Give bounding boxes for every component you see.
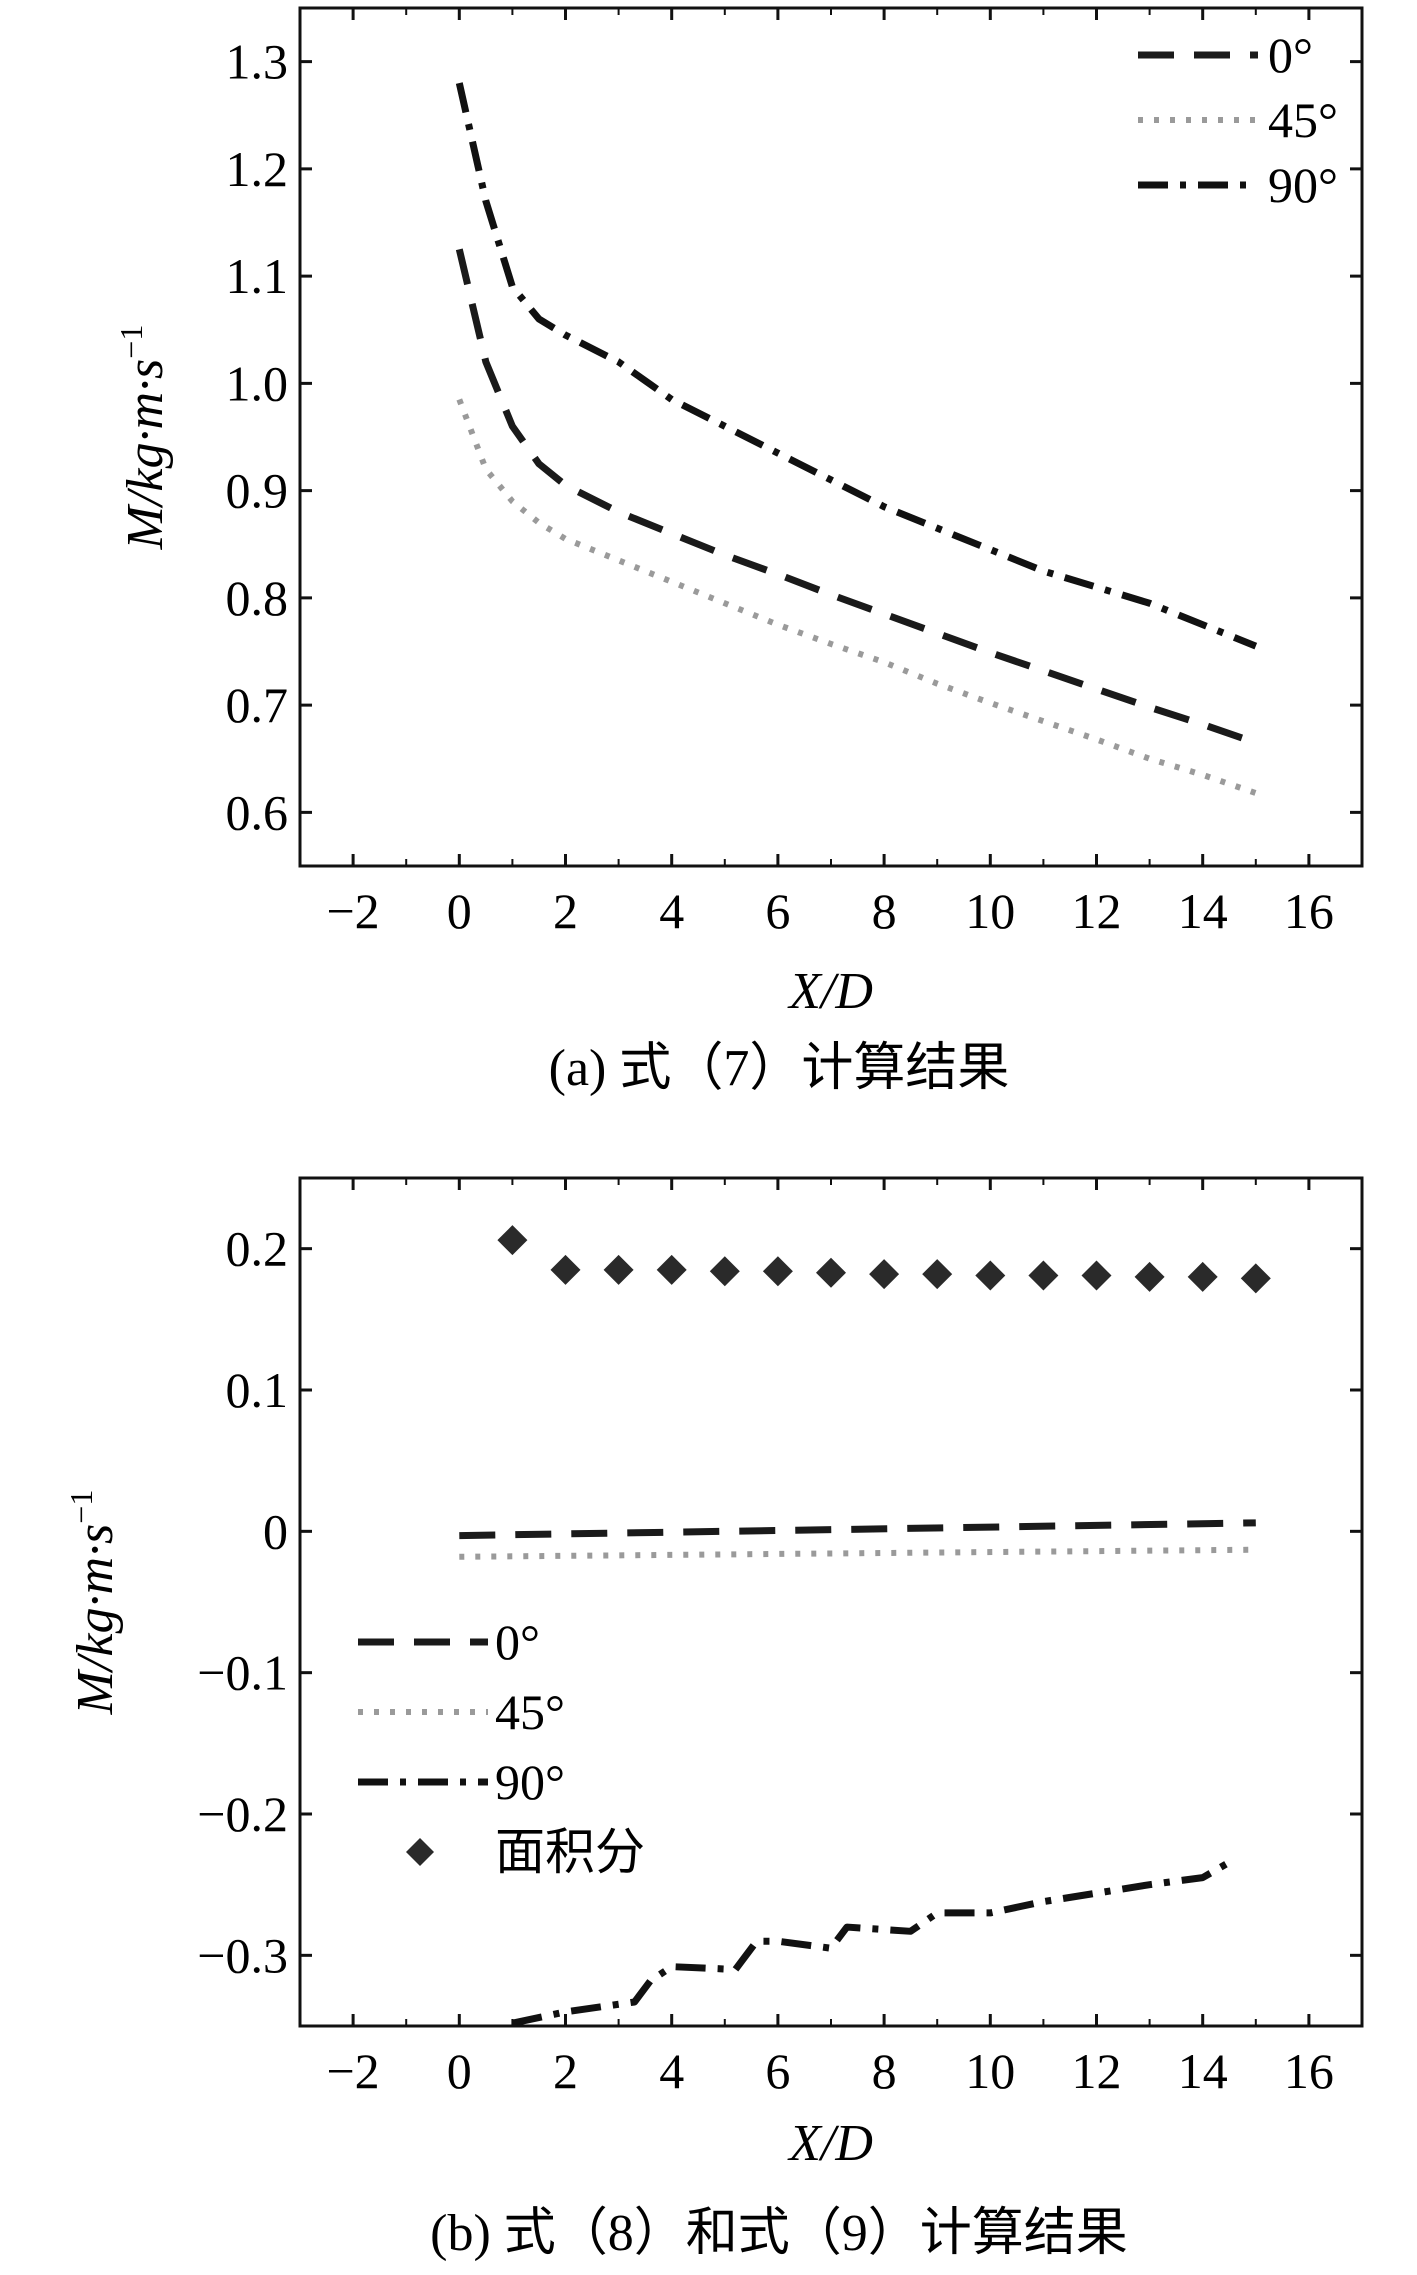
series-line-dash xyxy=(455,248,1257,746)
data-point-diamond xyxy=(975,1260,1006,1291)
legend-label: 0° xyxy=(1268,27,1313,83)
x-tick-label: −2 xyxy=(326,883,379,939)
legend: 0° 45° 90° xyxy=(1138,27,1338,213)
x-tick-label: 4 xyxy=(659,2043,684,2099)
series-line-dashdot xyxy=(455,82,1258,650)
data-point-diamond xyxy=(497,1225,528,1256)
x-tick-label: 2 xyxy=(553,883,578,939)
data-point-diamond xyxy=(709,1256,740,1287)
legend-label: 90° xyxy=(1268,157,1338,213)
y-tick-label: 0.6 xyxy=(226,784,289,840)
data-point-diamond xyxy=(816,1257,846,1288)
y-axis-title: M/kg·m·s−1 xyxy=(113,325,174,551)
x-tick-label: 8 xyxy=(872,883,897,939)
data-point-diamond xyxy=(869,1259,900,1290)
y-axis-title: M/kg·m·s−1 xyxy=(63,1490,124,1716)
x-tick-label: 14 xyxy=(1178,883,1228,939)
legend-label: 0° xyxy=(495,1614,540,1670)
y-tick-label: −0.1 xyxy=(197,1645,288,1701)
x-tick-label: 10 xyxy=(965,883,1015,939)
x-tick-label: 4 xyxy=(659,883,684,939)
series-line-dot xyxy=(456,398,1257,796)
x-tick-label: 14 xyxy=(1178,2043,1228,2099)
y-axis-title-main: M/kg·m·s xyxy=(67,1524,124,1716)
x-tick-label: 12 xyxy=(1072,2043,1122,2099)
series-line-dash xyxy=(459,1519,1256,1540)
series-line-dot xyxy=(459,1546,1256,1560)
x-axis-ticks: −2 0 2 4 6 8 10 12 14 16 xyxy=(326,8,1334,939)
y-axis-ticks: −0.3 −0.2 −0.1 0 0.1 0.2 xyxy=(197,1221,1362,1983)
legend-label: 面积分 xyxy=(495,1824,645,1880)
data-point-diamond xyxy=(922,1259,953,1290)
x-tick-label: 8 xyxy=(872,2043,897,2099)
y-tick-label: −0.3 xyxy=(197,1927,288,1983)
x-axis-ticks: −2 0 2 4 6 8 10 12 14 16 xyxy=(326,1178,1334,2099)
y-axis-title-exponent: −1 xyxy=(63,1490,99,1524)
data-point-diamond xyxy=(656,1254,687,1285)
data-point-diamond xyxy=(1187,1261,1218,1292)
data-point-diamond xyxy=(762,1256,793,1287)
y-axis-title-main: M/kg·m·s xyxy=(117,359,174,551)
plot-frame xyxy=(298,1176,1364,2028)
data-point-diamond xyxy=(1134,1261,1165,1292)
x-tick-label: 16 xyxy=(1284,2043,1334,2099)
series-group xyxy=(459,1225,1271,2026)
chart-a: −2 0 2 4 6 8 10 12 14 16 0.6 0.7 0.8 0.9 1.0 1.1 1.2 1.3 X… xyxy=(113,6,1364,1097)
x-tick-label: 2 xyxy=(553,2043,578,2099)
series-group xyxy=(455,82,1258,796)
figure-caption: (a) 式（7）计算结果 xyxy=(549,1040,1010,1097)
chart-b: −2 0 2 4 6 8 10 12 14 16 −0.3 −0.2 −0.1 0 0.1 0.2 X/D M/k… xyxy=(63,1176,1364,2262)
x-tick-label: 6 xyxy=(765,2043,790,2099)
x-tick-label: −2 xyxy=(326,2043,379,2099)
y-tick-label: 1.3 xyxy=(226,34,289,90)
y-axis-title-exponent: −1 xyxy=(113,325,149,359)
plot-frame xyxy=(298,6,1364,868)
data-point-diamond xyxy=(603,1254,634,1285)
legend: 0° 45° 90° 面积分 xyxy=(358,1614,645,1880)
legend-marker-diamond xyxy=(406,1838,434,1866)
data-point-diamond xyxy=(1081,1260,1112,1291)
x-tick-label: 0 xyxy=(447,2043,472,2099)
y-tick-label: 0.9 xyxy=(226,463,289,519)
series-line-dashdot xyxy=(511,1856,1237,2026)
x-tick-label: 16 xyxy=(1284,883,1334,939)
y-tick-label: 0.2 xyxy=(226,1221,289,1277)
data-point-diamond xyxy=(550,1254,581,1285)
legend-label: 90° xyxy=(495,1754,565,1810)
x-tick-label: 6 xyxy=(765,883,790,939)
y-tick-label: 0.7 xyxy=(226,677,289,733)
legend-label: 45° xyxy=(1268,92,1338,148)
y-tick-label: 1.1 xyxy=(226,248,289,304)
y-tick-label: 1.0 xyxy=(226,355,289,411)
data-point-diamond xyxy=(1240,1263,1271,1294)
data-point-diamond xyxy=(1028,1260,1059,1291)
x-tick-label: 12 xyxy=(1072,883,1122,939)
x-tick-label: 10 xyxy=(965,2043,1015,2099)
x-axis-title: X/D xyxy=(787,2115,873,2172)
y-tick-label: 0 xyxy=(263,1503,288,1559)
x-tick-label: 0 xyxy=(447,883,472,939)
y-tick-label: 1.2 xyxy=(226,141,289,197)
legend-label: 45° xyxy=(495,1684,565,1740)
y-tick-label: 0.8 xyxy=(226,570,289,626)
y-axis-ticks: 0.6 0.7 0.8 0.9 1.0 1.1 1.2 1.3 xyxy=(226,34,1362,840)
x-axis-title: X/D xyxy=(787,963,873,1020)
y-tick-label: −0.2 xyxy=(197,1786,288,1842)
y-tick-label: 0.1 xyxy=(226,1362,289,1418)
figure-caption: (b) 式（8）和式（9）计算结果 xyxy=(430,2205,1128,2262)
